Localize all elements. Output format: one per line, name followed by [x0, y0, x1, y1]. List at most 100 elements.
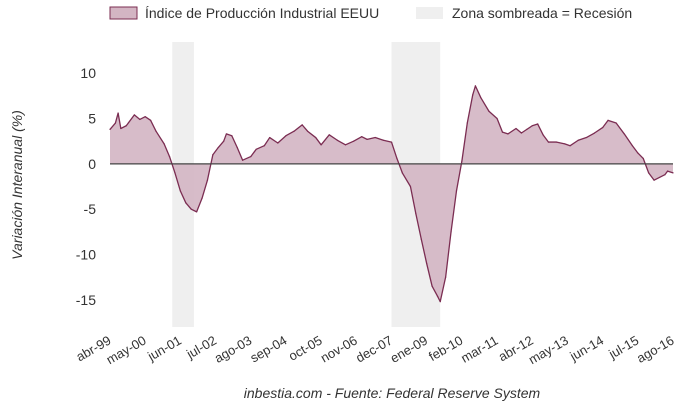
data-point: [439, 301, 441, 303]
data-point: [133, 114, 135, 116]
data-point: [672, 172, 674, 174]
data-point: [174, 172, 176, 174]
data-point: [306, 130, 309, 132]
data-point: [125, 125, 127, 127]
data-point: [466, 122, 468, 124]
data-point: [250, 155, 252, 158]
data-point: [168, 155, 171, 158]
x-tick-label: ene-09: [388, 333, 431, 366]
x-tick-label: oct-05: [286, 333, 325, 364]
data-point: [409, 185, 412, 188]
data-point: [328, 134, 330, 136]
data-point: [455, 190, 458, 192]
data-point: [163, 143, 165, 145]
data-point: [263, 145, 265, 147]
series-area-fill: [110, 85, 673, 302]
data-point: [542, 134, 544, 136]
data-point: [242, 159, 244, 161]
data-point: [201, 197, 203, 199]
data-point: [109, 128, 111, 130]
data-point: [526, 128, 528, 130]
data-point: [277, 142, 279, 144]
data-point: [480, 97, 482, 99]
data-point: [537, 123, 539, 125]
data-point: [531, 125, 533, 127]
data-point: [374, 136, 376, 139]
data-point: [255, 148, 257, 150]
data-point: [507, 133, 509, 135]
legend: Índice de Producción Industrial EEUU Zon…: [109, 5, 632, 21]
recession-bands: [172, 42, 441, 327]
y-axis-title: Variación Interanual (%): [9, 110, 25, 260]
data-point: [420, 238, 422, 240]
x-tick-label: jun-14: [566, 333, 606, 365]
data-point: [117, 112, 119, 114]
y-tick-label: -5: [84, 201, 97, 217]
data-point: [648, 172, 650, 174]
data-point: [445, 276, 447, 278]
data-point: [223, 140, 225, 142]
x-tick-label: sep-04: [248, 333, 290, 366]
legend-recession-swatch: [416, 7, 443, 19]
data-point: [436, 295, 439, 297]
data-point: [401, 172, 403, 174]
data-point: [285, 135, 287, 137]
data-point: [664, 174, 666, 176]
data-point: [666, 170, 669, 172]
y-tick-label: 10: [80, 65, 96, 81]
data-point: [269, 136, 271, 139]
data-point: [336, 139, 338, 141]
data-point: [366, 138, 368, 140]
data-point: [653, 179, 655, 181]
x-tick-label: may-00: [104, 333, 149, 368]
data-point: [607, 119, 609, 121]
data-point: [556, 141, 558, 143]
data-point: [236, 146, 238, 149]
data-point: [212, 154, 214, 156]
data-point: [320, 144, 322, 146]
data-point: [472, 94, 474, 96]
data-point: [547, 141, 550, 143]
data-point: [564, 143, 566, 145]
data-point: [623, 133, 625, 135]
data-point: [150, 119, 152, 121]
data-point: [139, 118, 141, 121]
data-point: [196, 211, 198, 213]
data-point: [185, 202, 187, 204]
data-point: [474, 85, 477, 87]
data-point: [217, 146, 219, 149]
data-point: [301, 124, 303, 126]
legend-series-swatch: [109, 6, 138, 20]
x-tick-label: jun-01: [144, 333, 184, 365]
data-point: [114, 122, 117, 124]
y-tick-label: 0: [88, 156, 96, 172]
x-tick-label: feb-10: [426, 333, 465, 364]
data-point: [615, 122, 617, 124]
data-point: [382, 139, 384, 141]
data-point: [585, 136, 587, 139]
data-point: [631, 145, 633, 147]
y-axis-ticks: 10 5 0 -5 -10 -15: [76, 65, 96, 308]
data-point: [415, 213, 417, 215]
x-tick-label: nov-06: [318, 333, 360, 366]
data-point: [642, 157, 644, 159]
legend-series-label: Índice de Producción Industrial EEUU: [145, 5, 379, 21]
data-point: [520, 132, 523, 134]
data-point: [658, 176, 661, 179]
data-point: [179, 190, 181, 192]
data-point: [120, 127, 122, 130]
x-tick-label: ago-03: [212, 333, 255, 366]
data-point: [501, 131, 504, 133]
data-point: [602, 126, 604, 129]
data-point: [225, 133, 227, 135]
x-tick-label: dec-07: [353, 333, 395, 366]
data-point: [515, 127, 517, 130]
y-tick-label: -15: [76, 292, 96, 308]
data-point: [206, 179, 209, 181]
data-point: [431, 285, 433, 287]
data-point: [569, 145, 571, 147]
data-point: [353, 140, 355, 142]
data-point: [426, 262, 428, 265]
